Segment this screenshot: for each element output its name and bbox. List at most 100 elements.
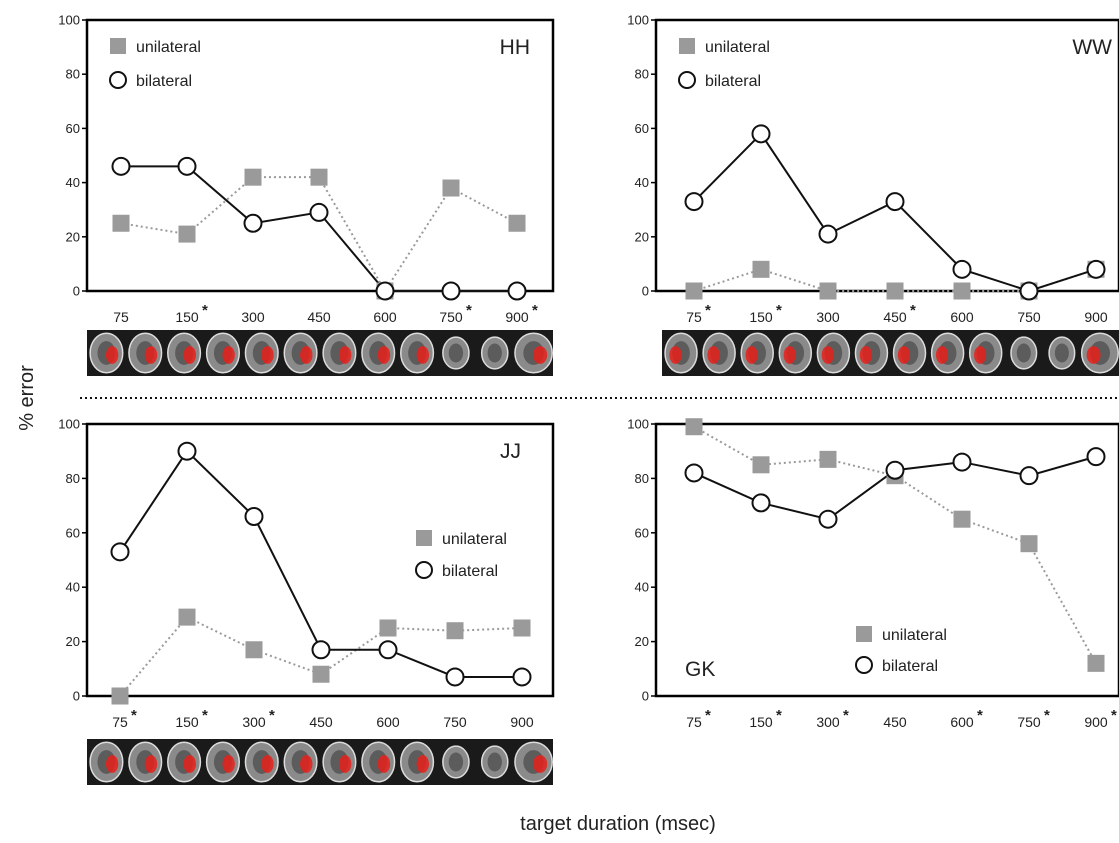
lesion-mark bbox=[261, 346, 274, 364]
bilateral-point bbox=[243, 213, 263, 233]
legend-unilateral-marker bbox=[110, 38, 126, 54]
x-tick-label: 450 bbox=[307, 309, 331, 325]
unilateral-point bbox=[178, 608, 196, 626]
legend-unilateral-label: unilateral bbox=[442, 531, 507, 548]
lesion-mark bbox=[377, 346, 391, 364]
lesion-mark bbox=[144, 346, 158, 364]
lesion-mark bbox=[859, 346, 872, 364]
bilateral-point bbox=[818, 509, 838, 529]
brain-strip bbox=[662, 330, 1119, 376]
significance-star: * bbox=[1044, 707, 1050, 724]
legend-bilateral-marker bbox=[415, 561, 433, 579]
x-tick-label: 300 bbox=[816, 309, 840, 325]
brain-slice-inner bbox=[448, 343, 464, 363]
y-tick-label: 20 bbox=[635, 634, 649, 649]
subject-label: JJ bbox=[500, 440, 521, 463]
x-tick-label: 900 bbox=[510, 714, 534, 730]
bilateral-point bbox=[110, 542, 130, 562]
y-tick-label: 40 bbox=[66, 175, 80, 190]
subject-label: GK bbox=[685, 658, 715, 681]
y-tick-label: 100 bbox=[58, 417, 80, 432]
x-tick-label: 75 bbox=[686, 309, 702, 325]
x-tick-label: 300 bbox=[241, 309, 265, 325]
plot-frame bbox=[654, 18, 1119, 293]
unilateral-point bbox=[178, 225, 196, 243]
x-tick-label: 75 bbox=[686, 714, 702, 730]
y-tick-label: 80 bbox=[635, 471, 649, 486]
bilateral-point bbox=[445, 667, 465, 687]
x-tick-label: 600 bbox=[376, 714, 400, 730]
significance-star: * bbox=[776, 707, 782, 724]
unilateral-point bbox=[312, 665, 330, 683]
legend-unilateral-label: unilateral bbox=[882, 627, 947, 644]
unilateral-point bbox=[112, 214, 130, 232]
plot-frame bbox=[85, 18, 555, 293]
bilateral-point bbox=[684, 192, 704, 212]
y-tick-label: 40 bbox=[66, 580, 80, 595]
x-tick-label: 900 bbox=[1084, 714, 1108, 730]
x-tick-label: 450 bbox=[309, 714, 333, 730]
lesion-mark bbox=[377, 755, 391, 773]
legend: unilateral bilateral bbox=[678, 38, 770, 90]
bilateral-point bbox=[111, 156, 131, 176]
significance-star: * bbox=[1111, 707, 1117, 724]
significance-star: * bbox=[776, 302, 782, 319]
unilateral-point bbox=[752, 260, 770, 278]
x-tick-label: 600 bbox=[950, 714, 974, 730]
brain-strip bbox=[87, 330, 553, 376]
y-axis-label: % error bbox=[16, 365, 38, 431]
lesion-mark bbox=[222, 755, 235, 773]
lesion-mark bbox=[183, 346, 196, 364]
unilateral-point bbox=[685, 282, 703, 300]
subject-label: WW bbox=[1072, 36, 1112, 59]
lesion-mark bbox=[935, 346, 949, 364]
bilateral-point bbox=[818, 224, 838, 244]
brain-slice-inner bbox=[487, 752, 502, 772]
significance-star: * bbox=[269, 707, 275, 724]
bilateral-point bbox=[512, 667, 532, 687]
x-tick-label: 750 bbox=[439, 309, 463, 325]
y-tick-label: 0 bbox=[73, 689, 80, 704]
significance-star: * bbox=[705, 302, 711, 319]
lesion-mark bbox=[300, 346, 313, 364]
legend-bilateral-marker bbox=[855, 656, 873, 674]
y-tick-label: 80 bbox=[66, 471, 80, 486]
x-tick-label: 750 bbox=[443, 714, 467, 730]
unilateral-point bbox=[752, 456, 770, 474]
legend: unilateral bilateral bbox=[109, 38, 201, 90]
plot-frame bbox=[654, 422, 1119, 698]
legend-unilateral-marker bbox=[679, 38, 695, 54]
lesion-mark bbox=[707, 346, 720, 364]
lesion-mark bbox=[745, 346, 758, 364]
lesion-mark bbox=[783, 346, 796, 364]
x-tick-label: 150 bbox=[175, 714, 199, 730]
x-tick-label: 600 bbox=[373, 309, 397, 325]
brain-slice-inner bbox=[1016, 343, 1031, 363]
y-tick-label: 100 bbox=[627, 417, 649, 432]
lesion-mark bbox=[1086, 346, 1101, 364]
bilateral-point bbox=[177, 441, 197, 461]
unilateral-point bbox=[379, 619, 397, 637]
legend-bilateral-label: bilateral bbox=[136, 73, 192, 90]
x-tick-label: 900 bbox=[1084, 309, 1108, 325]
unilateral-point bbox=[886, 282, 904, 300]
y-tick-label: 60 bbox=[635, 121, 649, 136]
unilateral-point bbox=[442, 179, 460, 197]
bilateral-point bbox=[952, 452, 972, 472]
lesion-mark bbox=[533, 346, 548, 364]
x-tick-label: 150 bbox=[749, 309, 773, 325]
y-tick-label: 0 bbox=[642, 284, 649, 299]
bilateral-point bbox=[177, 156, 197, 176]
unilateral-point bbox=[819, 450, 837, 468]
lesion-mark bbox=[105, 755, 119, 773]
legend-unilateral-label: unilateral bbox=[705, 39, 770, 56]
bilateral-point bbox=[952, 259, 972, 279]
legend: unilateral bilateral bbox=[855, 626, 947, 675]
y-tick-label: 100 bbox=[627, 13, 649, 28]
bilateral-point bbox=[441, 281, 461, 301]
unilateral-point bbox=[513, 619, 531, 637]
significance-star: * bbox=[705, 707, 711, 724]
